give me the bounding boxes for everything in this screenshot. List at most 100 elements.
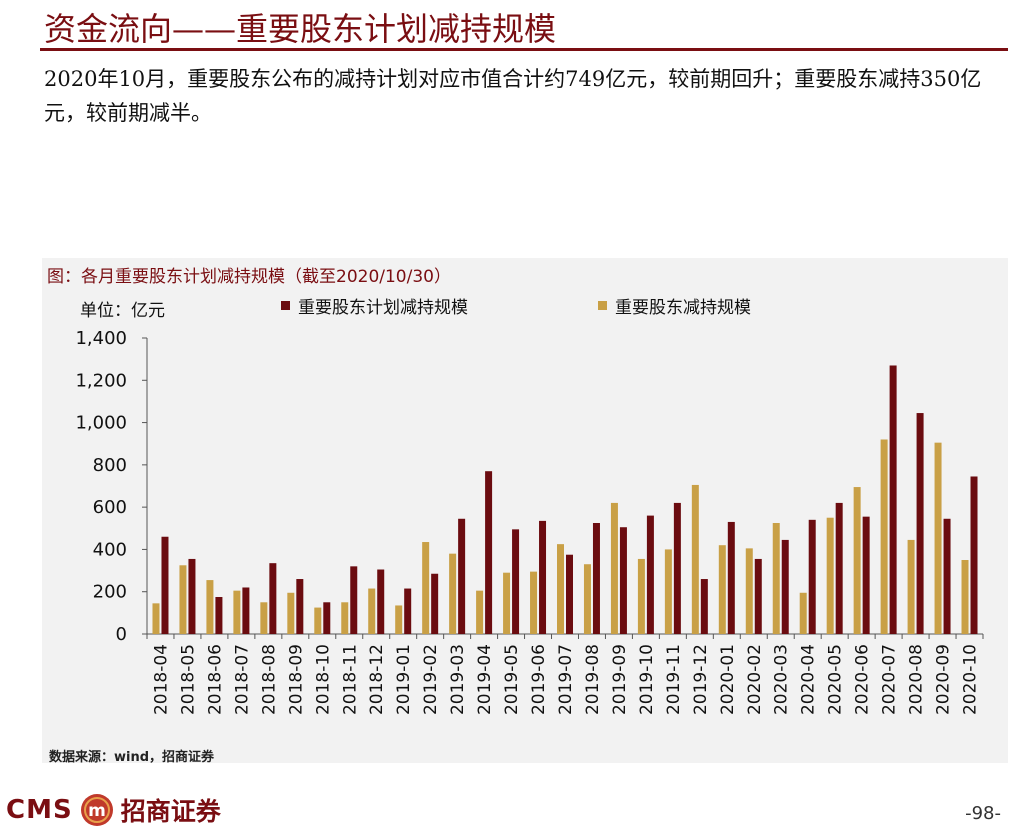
- bar-planned-reduction: [485, 471, 493, 634]
- y-tick-label: 1,400: [75, 328, 127, 349]
- bar-planned-reduction: [889, 365, 897, 634]
- bar-planned-reduction: [269, 563, 277, 634]
- bar-actual-reduction: [637, 558, 645, 634]
- x-tick-label: 2020-02: [745, 644, 765, 715]
- bar-planned-reduction: [646, 515, 654, 634]
- bar-planned-reduction: [943, 518, 951, 634]
- bar-planned-reduction: [808, 519, 816, 634]
- x-tick-label: 2019-06: [529, 644, 549, 715]
- x-tick-label: 2019-04: [475, 644, 495, 715]
- x-tick-label: 2018-07: [232, 644, 252, 715]
- bar-actual-reduction: [260, 602, 268, 634]
- bar-actual-reduction: [907, 539, 915, 634]
- x-tick-label: 2019-11: [664, 644, 684, 715]
- chart-panel: [42, 258, 1008, 763]
- bar-planned-reduction: [350, 566, 358, 634]
- legend-item-actual: 重要股东减持规模: [598, 293, 751, 318]
- x-tick-label: 2020-07: [880, 644, 900, 715]
- bar-actual-reduction: [557, 544, 564, 634]
- x-tick-label: 2019-09: [610, 644, 630, 715]
- bar-actual-reduction: [610, 502, 618, 634]
- y-tick-label: 600: [93, 497, 127, 518]
- bar-actual-reduction: [314, 607, 322, 634]
- x-tick-label: 2018-09: [286, 644, 306, 715]
- bar-actual-reduction: [233, 590, 241, 634]
- bar-planned-reduction: [619, 527, 627, 634]
- bar-actual-reduction: [476, 590, 484, 634]
- bar-actual-reduction: [287, 592, 295, 634]
- bar-actual-reduction: [961, 560, 969, 634]
- x-tick-label: 2020-10: [961, 644, 981, 715]
- bar-planned-reduction: [431, 573, 439, 634]
- y-tick-label: 800: [93, 455, 127, 476]
- bar-actual-reduction: [206, 580, 214, 634]
- x-tick-label: 2020-01: [718, 644, 738, 715]
- brand-name: 招商证券: [120, 797, 221, 826]
- x-tick-label: 2018-10: [313, 644, 333, 715]
- bar-planned-reduction: [377, 569, 385, 634]
- x-tick-label: 2019-07: [556, 644, 576, 715]
- x-tick-label: 2019-08: [583, 644, 603, 715]
- logo-badge-letter: m: [88, 801, 106, 821]
- bar-actual-reduction: [179, 565, 187, 634]
- bar-actual-reduction: [691, 484, 699, 634]
- bar-planned-reduction: [754, 558, 762, 634]
- x-tick-label: 2019-10: [637, 644, 657, 715]
- x-tick-label: 2019-03: [448, 644, 468, 715]
- bar-planned-reduction: [188, 558, 196, 634]
- bar-planned-reduction: [161, 536, 169, 634]
- y-tick-label: 400: [93, 539, 127, 560]
- unit-label: 单位：亿元: [80, 301, 165, 321]
- legend-swatch-actual: [598, 301, 607, 310]
- x-tick-label: 2020-05: [826, 644, 846, 715]
- bar-planned-reduction: [700, 579, 708, 634]
- slide-title: 资金流向——重要股东计划减持规模: [44, 10, 557, 48]
- bar-planned-reduction: [916, 413, 924, 634]
- logo-text: CMS: [6, 795, 73, 825]
- y-tick-label: 0: [116, 624, 127, 645]
- x-tick-label: 2018-12: [367, 644, 387, 715]
- legend-label-actual: 重要股东减持规模: [615, 298, 751, 318]
- x-tick-label: 2020-04: [799, 644, 819, 715]
- x-tick-label: 2018-05: [178, 644, 198, 715]
- x-tick-label: 2019-02: [421, 644, 441, 715]
- bar-planned-reduction: [781, 539, 789, 634]
- x-tick-label: 2018-06: [205, 644, 225, 715]
- bar-actual-reduction: [880, 439, 888, 634]
- bar-planned-reduction: [970, 476, 978, 634]
- bar-planned-reduction: [512, 529, 520, 634]
- summary-text: 2020年10月，重要股东公布的减持计划对应市值合计约749亿元，较前期回升；重…: [44, 67, 982, 125]
- x-tick-label: 2020-08: [907, 644, 927, 715]
- bar-planned-reduction: [539, 520, 547, 634]
- bar-actual-reduction: [530, 571, 538, 634]
- bar-planned-reduction: [296, 579, 304, 634]
- bar-actual-reduction: [745, 548, 753, 634]
- y-tick-label: 1,000: [75, 413, 127, 434]
- bar-actual-reduction: [826, 517, 834, 634]
- bar-planned-reduction: [458, 518, 466, 634]
- bar-actual-reduction: [395, 605, 403, 634]
- data-source-note: 数据来源：wind，招商证券: [49, 750, 215, 765]
- chart-title: 图：各月重要股东计划减持规模（截至2020/10/30）: [47, 267, 451, 287]
- bar-actual-reduction: [503, 572, 511, 634]
- bar-actual-reduction: [772, 523, 780, 634]
- bar-actual-reduction: [368, 588, 376, 634]
- bar-actual-reduction: [934, 442, 942, 634]
- bar-actual-reduction: [853, 487, 861, 634]
- legend-label-planned: 重要股东计划减持规模: [298, 298, 468, 318]
- bar-planned-reduction: [566, 554, 573, 634]
- x-tick-label: 2018-04: [151, 644, 171, 715]
- x-tick-label: 2020-06: [853, 644, 873, 715]
- cms-logo: CMS m 招商证券: [6, 792, 221, 828]
- bar-actual-reduction: [583, 564, 591, 634]
- x-tick-label: 2019-12: [691, 644, 711, 715]
- x-tick-label: 2019-05: [502, 644, 522, 715]
- bar-actual-reduction: [422, 542, 430, 634]
- page-number: -98-: [965, 803, 1001, 824]
- x-tick-label: 2019-01: [394, 644, 414, 715]
- title-divider: [40, 48, 1008, 51]
- x-tick-label: 2018-08: [259, 644, 279, 715]
- bar-planned-reduction: [592, 523, 600, 634]
- bar-actual-reduction: [664, 549, 672, 634]
